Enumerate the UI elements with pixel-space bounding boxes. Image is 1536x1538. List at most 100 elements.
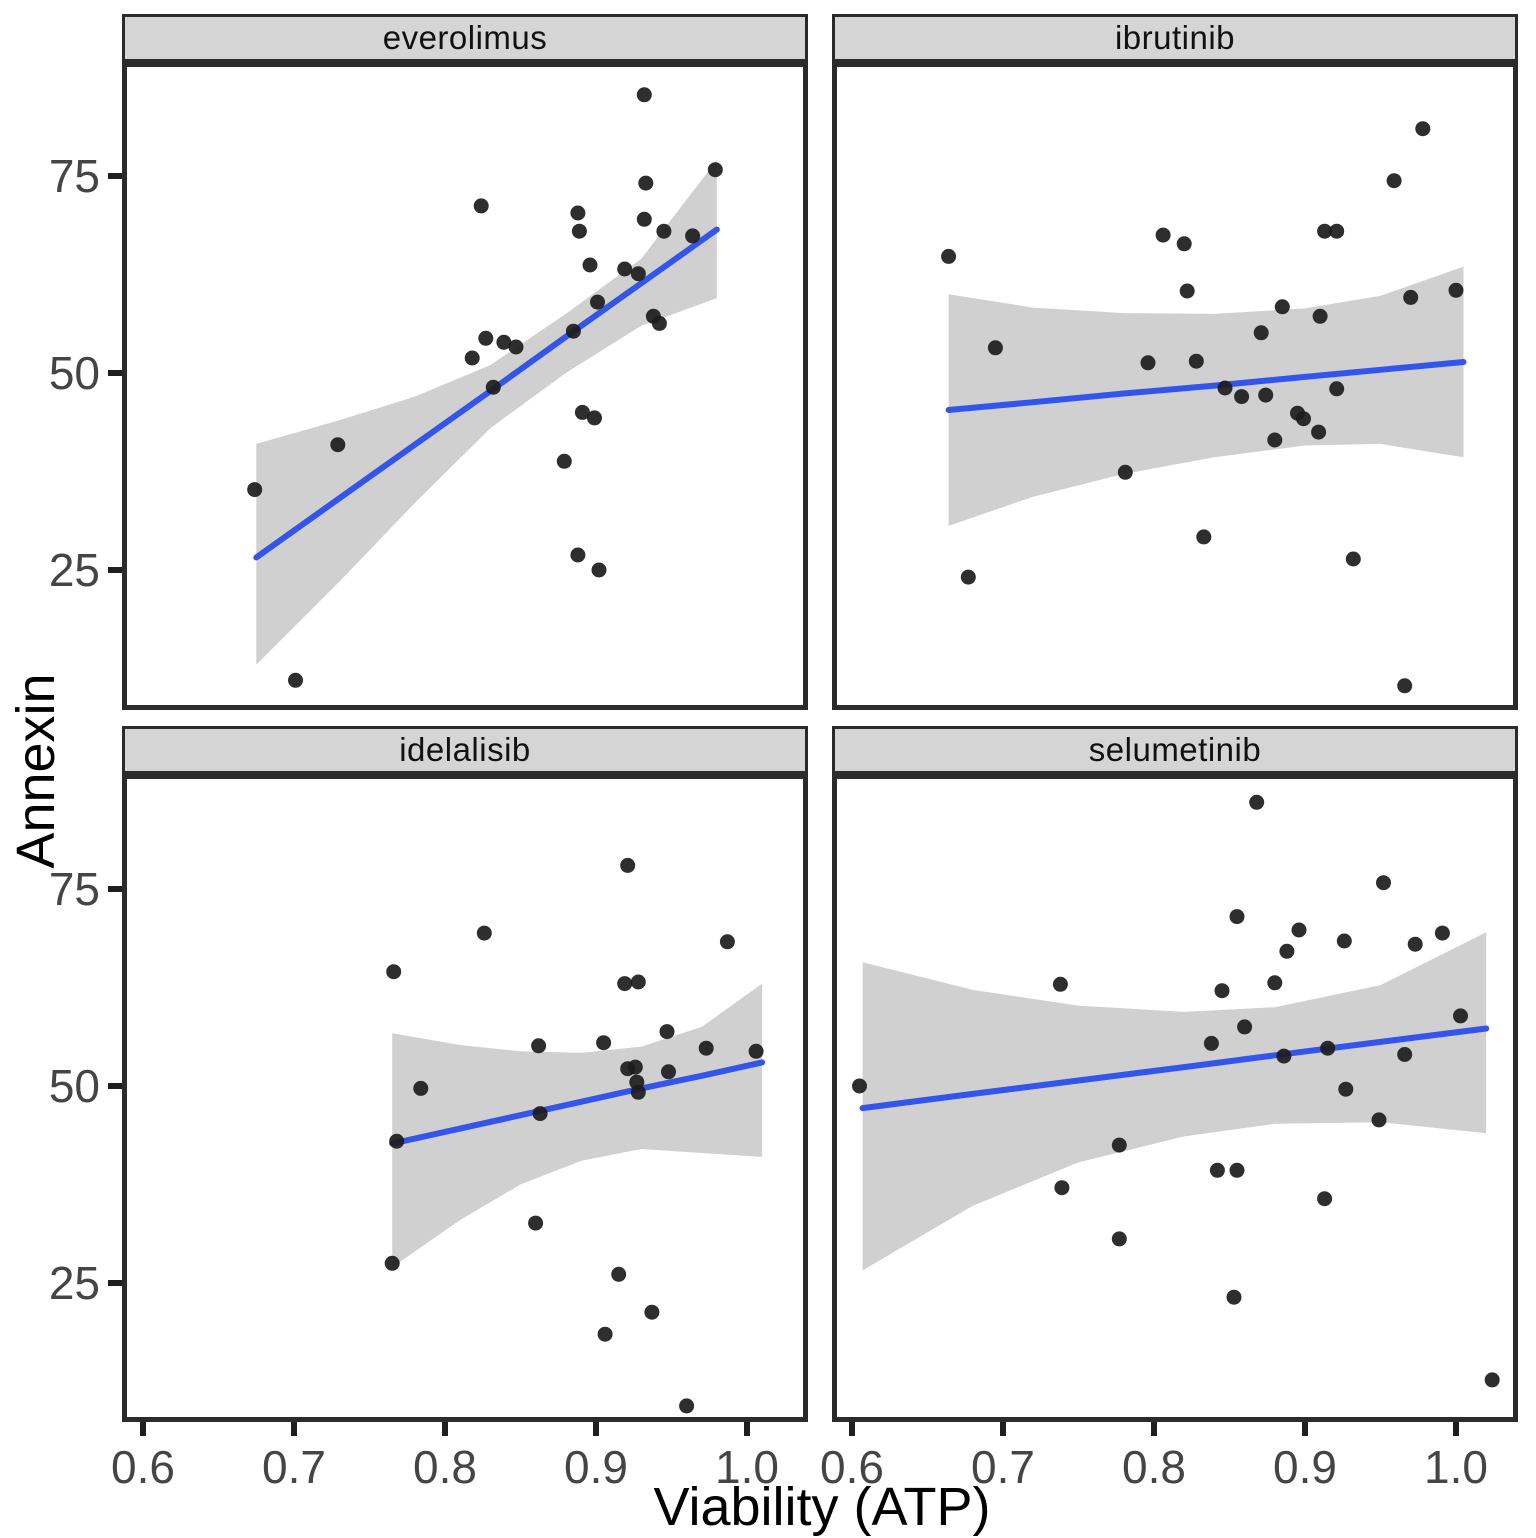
- data-point: [384, 1255, 400, 1271]
- data-point: [1217, 380, 1233, 396]
- data-point: [1234, 389, 1250, 405]
- y-tick-label: 25: [48, 544, 100, 596]
- data-point: [1229, 1162, 1245, 1178]
- panel-border: [122, 774, 808, 1422]
- data-point: [1434, 925, 1450, 941]
- confidence-band: [948, 266, 1464, 526]
- y-tick-label: 75: [48, 150, 100, 202]
- data-point: [571, 223, 587, 239]
- facet-strip-selumetinib: selumetinib: [832, 726, 1518, 774]
- data-point: [659, 1024, 675, 1040]
- data-point: [1484, 1372, 1500, 1388]
- x-tick-mark: [1453, 1422, 1459, 1436]
- data-point: [476, 925, 492, 941]
- data-point: [1155, 227, 1171, 243]
- x-tick-mark: [1151, 1422, 1157, 1436]
- data-point: [330, 437, 346, 453]
- data-point: [386, 964, 402, 980]
- data-point: [1403, 289, 1419, 305]
- data-point: [1279, 943, 1295, 959]
- x-tick-label: 0.6: [820, 1441, 884, 1493]
- data-point: [582, 257, 598, 273]
- x-tick-label: 0.6: [111, 1441, 175, 1493]
- data-point: [611, 1266, 627, 1282]
- data-point: [532, 1106, 548, 1122]
- data-point: [617, 976, 633, 992]
- x-axis-title: Viability (ATP): [653, 1477, 991, 1537]
- data-point: [630, 974, 646, 990]
- data-point: [1407, 936, 1423, 952]
- data-point: [1397, 678, 1413, 694]
- data-point: [1276, 1048, 1292, 1064]
- x-tick-mark: [744, 1422, 750, 1436]
- y-tick-mark: [108, 370, 122, 376]
- x-tick-label: 0.9: [564, 1441, 628, 1493]
- data-point: [247, 482, 263, 498]
- data-point: [1320, 1040, 1336, 1056]
- data-point: [1052, 976, 1068, 992]
- data-point: [661, 1064, 676, 1080]
- data-point: [508, 339, 524, 355]
- data-point: [413, 1080, 429, 1096]
- data-point: [590, 294, 605, 310]
- data-point: [630, 1084, 646, 1100]
- data-point: [528, 1215, 544, 1231]
- data-point: [651, 315, 667, 331]
- data-point: [288, 672, 303, 688]
- data-point: [941, 248, 957, 264]
- facet-strip-idelalisib: idelalisib: [122, 726, 808, 774]
- data-point: [1291, 922, 1307, 938]
- data-point: [685, 228, 701, 244]
- confidence-band: [392, 983, 763, 1268]
- x-tick-mark: [1302, 1422, 1308, 1436]
- panel-border: [832, 62, 1518, 710]
- data-point: [587, 410, 602, 426]
- data-point: [1229, 909, 1245, 925]
- data-point: [679, 1398, 695, 1414]
- data-point: [485, 379, 501, 395]
- x-tick-mark: [291, 1422, 297, 1436]
- data-point: [1188, 353, 1204, 369]
- data-point: [1415, 121, 1431, 137]
- data-point: [636, 211, 652, 227]
- x-tick-label: 0.9: [1273, 1441, 1337, 1493]
- x-tick-label: 1.0: [715, 1441, 779, 1493]
- data-point: [570, 547, 586, 563]
- x-tick-label: 0.8: [1122, 1441, 1186, 1493]
- data-point: [960, 569, 976, 585]
- y-tick-label: 50: [48, 347, 100, 399]
- smooth-line: [859, 1025, 1490, 1112]
- data-point: [1376, 875, 1391, 891]
- data-point: [565, 323, 581, 339]
- x-tick-mark: [849, 1422, 855, 1436]
- data-point: [638, 175, 654, 191]
- data-point: [591, 562, 607, 578]
- facet-strip-everolimus: everolimus: [122, 14, 808, 62]
- confidence-band: [862, 932, 1487, 1271]
- data-point: [852, 1078, 867, 1094]
- data-point: [596, 1035, 612, 1051]
- data-point: [1054, 1180, 1070, 1196]
- facet-panel-ibrutinib: [832, 62, 1518, 710]
- data-point: [1209, 1162, 1225, 1178]
- smooth-line: [389, 1059, 766, 1147]
- data-point: [1338, 1081, 1354, 1097]
- data-point: [1203, 1035, 1219, 1051]
- y-tick-label: 25: [48, 1257, 100, 1309]
- data-point: [1214, 983, 1230, 999]
- data-point: [597, 1326, 613, 1342]
- data-point: [1176, 236, 1192, 252]
- data-point: [496, 334, 512, 350]
- facet-label-ibrutinib: ibrutinib: [1114, 19, 1236, 56]
- data-point: [1386, 173, 1402, 189]
- y-tick-mark: [108, 886, 122, 892]
- x-tick-label: 1.0: [1424, 1441, 1488, 1493]
- data-point: [748, 1043, 764, 1059]
- data-point: [617, 261, 633, 277]
- x-tick-mark: [442, 1422, 448, 1436]
- data-point: [1345, 551, 1361, 567]
- data-point: [719, 934, 735, 950]
- data-point: [656, 223, 672, 239]
- x-tick-mark: [1000, 1422, 1006, 1436]
